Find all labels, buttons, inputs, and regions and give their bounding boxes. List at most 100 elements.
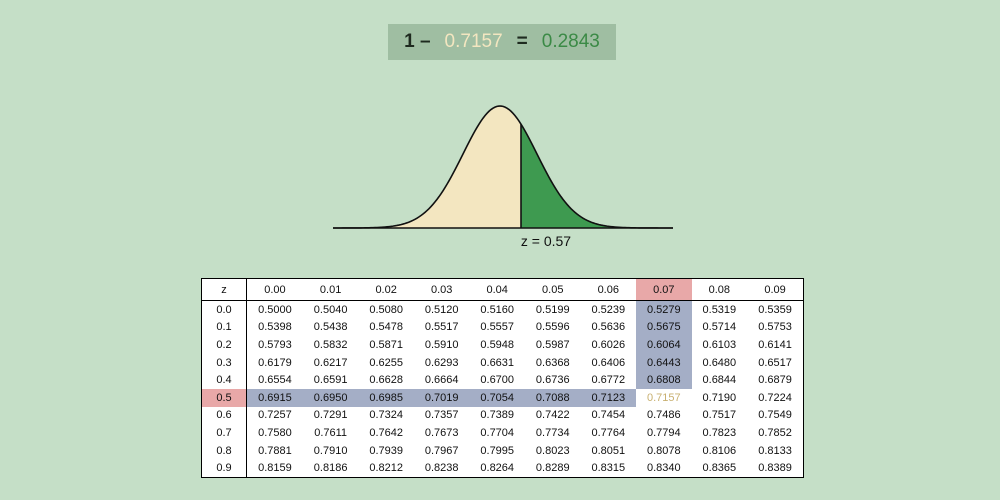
prob-cell: 0.7995 (480, 444, 515, 457)
prob-cell: 0.5438 (313, 321, 348, 334)
prob-cell: 0.7517 (702, 409, 737, 422)
prob-cell: 0.7794 (646, 426, 681, 439)
prob-cell: 0.7549 (758, 409, 792, 422)
prob-cell: 0.8315 (591, 462, 626, 475)
table-row: 0.1 0.5398 0.5438 0.5478 0.5517 0.5557 0.5596 0… (201, 318, 804, 337)
prob-cell: 0.5398 (258, 321, 292, 334)
prob-cell: 0.6700 (480, 374, 515, 387)
table-row: 0.3 0.6179 0.6217 0.6255 0.6293 0.6631 0.6368 0… (201, 353, 804, 372)
prob-cell: 0.5040 (313, 303, 348, 316)
header-cell: 0.00 (246, 278, 303, 301)
prob-cell: 0.6631 (480, 356, 515, 369)
z-cell: 0.3 (201, 353, 247, 372)
prob-cell: 0.8051 (591, 444, 626, 457)
equation-result: 0.2843 (541, 31, 600, 52)
z-cell: 0.9 (201, 459, 247, 478)
prob-cell: 0.5279 (636, 300, 692, 319)
header-cell: 0.08 (691, 278, 748, 301)
prob-cell: 0.7324 (369, 409, 403, 422)
prob-cell: 0.8264 (480, 462, 515, 475)
prob-cell: 0.5000 (258, 303, 292, 316)
prob-cell: 0.8133 (758, 444, 792, 457)
prob-cell: 0.5557 (480, 321, 515, 334)
prob-cell: 0.5160 (480, 303, 515, 316)
prob-cell: 0.6915 (246, 388, 303, 407)
prob-cell: 0.8023 (535, 444, 570, 457)
prob-cell: 0.5987 (535, 338, 570, 351)
prob-cell: 0.7764 (591, 426, 626, 439)
prob-cell: 0.7357 (424, 409, 459, 422)
table-row: 0.2 0.5793 0.5832 0.5871 0.5910 0.5948 0.5987 0… (201, 336, 804, 354)
prob-cell: 0.6293 (424, 356, 459, 369)
equation: 1 – 0.7157 = 0.2843 (388, 24, 616, 60)
prob-cell: 0.6808 (636, 371, 692, 389)
header-cell: 0.01 (302, 278, 359, 301)
prob-cell: 0.6950 (302, 388, 359, 407)
prob-cell: 0.8365 (702, 462, 737, 475)
z-cell: 0.5 (201, 388, 247, 407)
z-cell: 0.2 (201, 336, 247, 354)
prob-cell: 0.6879 (758, 374, 792, 387)
prob-cell: 0.8340 (646, 462, 681, 475)
prob-cell: 0.7291 (313, 409, 348, 422)
prob-cell: 0.7190 (702, 391, 737, 404)
header-row: z 0.00 0.01 0.02 0.03 0.04 0.05 0.06 0.07 0.08 0.0… (201, 278, 804, 301)
prob-cell: 0.5359 (758, 303, 792, 316)
prob-cell: 0.5871 (369, 338, 403, 351)
prob-cell: 0.5478 (369, 321, 403, 334)
table-row: 0.6 0.7257 0.7291 0.7324 0.7357 0.7389 0.7422 0… (201, 406, 804, 425)
prob-cell: 0.5319 (702, 303, 737, 316)
prob-cell: 0.8186 (313, 462, 348, 475)
prob-cell: 0.6217 (313, 356, 348, 369)
prob-cell: 0.5753 (758, 321, 792, 334)
prob-cell: 0.6664 (424, 374, 459, 387)
prob-cell: 0.6844 (702, 374, 737, 387)
table-row: 0.4 0.6554 0.6591 0.6628 0.6664 0.6700 0.6736 0… (201, 371, 804, 389)
header-cell: 0.07 (636, 278, 692, 301)
prob-cell: 0.5517 (424, 321, 459, 334)
prob-cell: 0.6628 (369, 374, 403, 387)
right-area (521, 124, 673, 228)
header-cell: 0.04 (469, 278, 525, 301)
prob-cell: 0.6406 (591, 356, 626, 369)
equation-cdf: 0.7157 (444, 31, 503, 52)
prob-cell: 0.7704 (480, 426, 515, 439)
prob-cell: 0.7734 (535, 426, 570, 439)
prob-cell: 0.6517 (758, 356, 792, 369)
prob-cell: 0.8238 (424, 462, 459, 475)
prob-cell: 0.7224 (758, 391, 792, 404)
z-cell: 0.6 (201, 406, 247, 425)
prob-cell: 0.5120 (424, 303, 459, 316)
prob-cell: 0.6255 (369, 356, 403, 369)
prob-cell: 0.8078 (646, 444, 681, 457)
table-row: 0.0 0.5000 0.5040 0.5080 0.5120 0.5160 0.5199 0… (201, 300, 804, 319)
table-row: 0.8 0.7881 0.7910 0.7939 0.7967 0.7995 0.8023 0… (201, 441, 804, 460)
z-cell: 0.0 (201, 300, 247, 319)
table-row: 0.5 0.6915 0.6950 0.6985 0.7019 0.7054 0.7088 0… (201, 388, 804, 407)
header-cell: 0.05 (524, 278, 581, 301)
prob-cell: 0.6736 (535, 374, 570, 387)
prob-cell: 0.7642 (369, 426, 403, 439)
prob-cell: 0.7910 (313, 444, 348, 457)
z-table: z 0.00 0.01 0.02 0.03 0.04 0.05 0.06 0.07 0.08 0.0… (201, 278, 804, 478)
prob-cell: 0.6368 (535, 356, 570, 369)
prob-cell: 0.6480 (702, 356, 737, 369)
prob-cell: 0.7673 (424, 426, 459, 439)
equation-equals: = (516, 31, 528, 52)
prob-cell: 0.8212 (369, 462, 403, 475)
prob-cell: 0.7939 (369, 444, 403, 457)
prob-cell: 0.7611 (314, 426, 348, 439)
prob-cell: 0.5948 (480, 338, 515, 351)
prob-cell: 0.7257 (258, 409, 292, 422)
prob-cell: 0.7580 (258, 426, 292, 439)
prob-cell: 0.6443 (636, 353, 692, 372)
prob-cell: 0.5596 (535, 321, 570, 334)
z-cell: 0.4 (201, 371, 247, 389)
prob-cell: 0.8106 (702, 444, 737, 457)
prob-cell: 0.5910 (424, 338, 459, 351)
prob-cell: 0.6103 (702, 338, 737, 351)
prob-cell: 0.6985 (358, 388, 414, 407)
prob-cell: 0.6591 (313, 374, 348, 387)
header-cell: 0.02 (358, 278, 414, 301)
